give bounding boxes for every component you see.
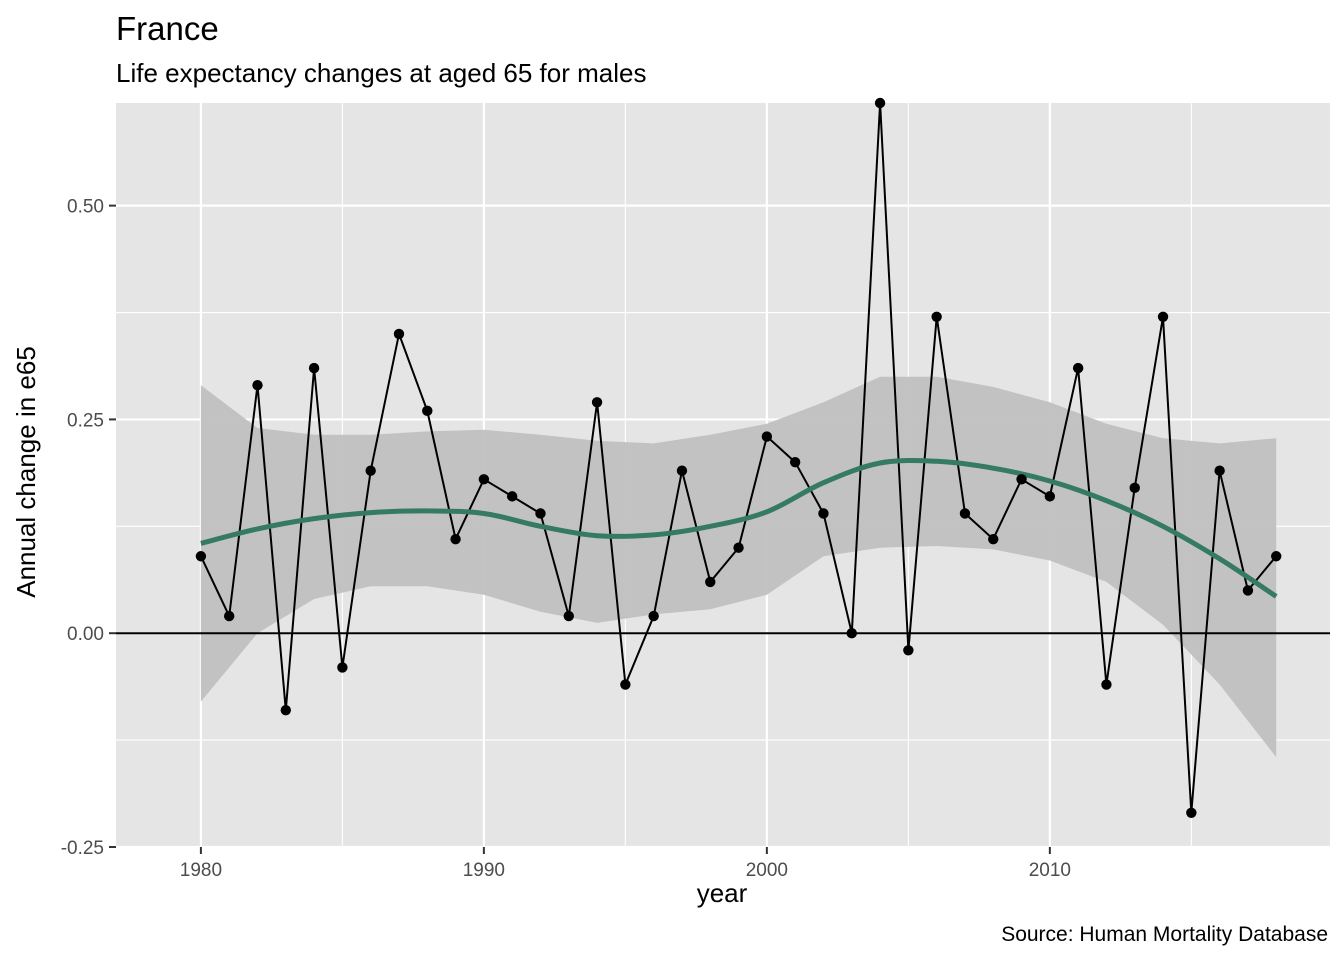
data-point-1992 — [535, 508, 546, 519]
caption: Source: Human Mortality Database — [1001, 923, 1328, 946]
data-point-1991 — [506, 491, 518, 502]
data-point-1982 — [252, 380, 263, 391]
x-axis: 1980 1990 2000 2010 — [180, 847, 1071, 881]
smooth-line — [200, 458, 1278, 599]
data-point-1995 — [620, 679, 631, 690]
x-tick-label: 2010 — [1029, 860, 1071, 881]
data-point-2003 — [846, 628, 857, 639]
y-tick-label: 0.00 — [67, 624, 104, 645]
data-point-2002 — [818, 508, 829, 519]
data-point-2001 — [789, 456, 801, 468]
data-point-2016 — [1214, 465, 1225, 476]
y-axis-title: Annual change in e65 — [11, 346, 41, 598]
data-point-1987 — [393, 328, 405, 340]
data-point-1993 — [563, 610, 574, 622]
data-point-2015 — [1186, 807, 1197, 818]
data-point-1985 — [337, 662, 348, 673]
chart-subtitle: Life expectancy changes at aged 65 for m… — [116, 58, 646, 88]
x-tick-label: 2000 — [746, 860, 788, 881]
data-point-2014 — [1157, 311, 1169, 322]
data-point-2017 — [1242, 585, 1254, 596]
data-point-1981 — [223, 610, 235, 622]
data-point-2004 — [874, 97, 886, 109]
data-point-1983 — [280, 704, 291, 716]
chart-title: France — [116, 10, 219, 47]
x-axis-title: year — [697, 878, 748, 908]
data-point-2010 — [1044, 491, 1056, 502]
data-point-1994 — [591, 397, 603, 408]
y-tick-label: -0.25 — [61, 838, 104, 859]
data-point-1988 — [422, 405, 433, 417]
data-point-2008 — [988, 533, 999, 545]
data-point-2007 — [959, 508, 971, 519]
x-tick-label: 1980 — [180, 860, 222, 881]
data-point-1996 — [648, 610, 659, 622]
data-point-1989 — [450, 533, 461, 545]
data-point-1980 — [195, 551, 207, 562]
data-point-2006 — [931, 311, 942, 322]
data-point-2013 — [1129, 482, 1140, 494]
data-point-1999 — [733, 542, 744, 553]
y-axis: -0.25 0.00 0.25 0.50 — [61, 197, 116, 859]
data-point-1986 — [365, 465, 376, 476]
data-point-2000 — [761, 431, 773, 442]
data-point-2011 — [1072, 362, 1084, 374]
y-tick-label: 0.25 — [67, 410, 104, 431]
points-layer — [195, 97, 1282, 818]
data-point-1997 — [676, 465, 688, 476]
data-point-2009 — [1016, 474, 1027, 485]
data-point-1990 — [478, 474, 490, 485]
smooth-layer — [200, 458, 1278, 599]
x-tick-label: 1990 — [463, 860, 505, 881]
data-point-1984 — [308, 362, 320, 374]
data-point-2012 — [1101, 679, 1112, 690]
data-point-1998 — [705, 576, 716, 588]
y-tick-label: 0.50 — [67, 197, 104, 218]
data-point-2005 — [903, 645, 914, 656]
data-point-2018 — [1271, 551, 1282, 562]
